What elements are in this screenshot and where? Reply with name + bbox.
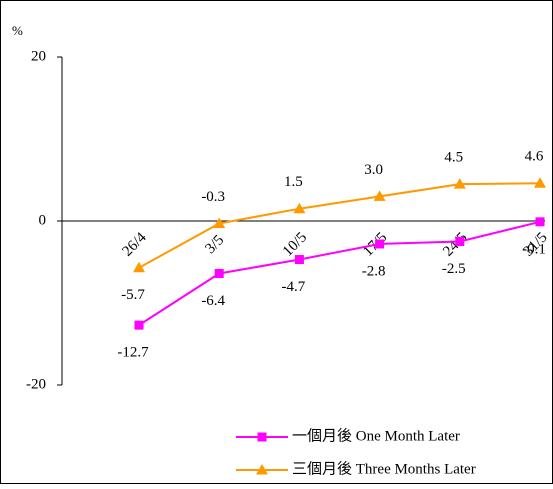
data-label: -12.7 [117,345,149,361]
data-label: -5.7 [121,287,145,303]
data-label: -0.3 [201,189,225,205]
y-tick-label: 0 [39,212,47,228]
data-label: -2.5 [442,261,466,277]
point [294,255,304,265]
point [134,320,144,330]
y-unit: % [12,23,23,38]
legend-label: 三個月後 Three Months Later [292,460,476,477]
point [375,239,385,249]
x-tick-label: 3/5 [202,232,227,257]
legend-marker [256,464,268,475]
point [213,217,226,228]
x-tick-label: 26/4 [120,229,151,260]
y-tick-label: -20 [26,376,46,392]
point [535,217,545,227]
point [534,177,546,188]
point [293,202,306,214]
legend-marker [257,432,267,442]
data-label: 1.5 [284,174,303,190]
data-label: -0.1 [522,241,546,257]
point [455,237,465,246]
data-label: 3.0 [364,162,383,178]
data-label: -6.4 [201,293,225,309]
series-line [138,182,541,269]
point [373,190,386,201]
data-label: -4.7 [282,279,306,295]
data-label: 4.6 [525,149,544,165]
data-label: 4.5 [444,150,463,166]
point [214,268,224,278]
legend-label: 一個月後 One Month Later [292,427,460,444]
point [133,261,145,273]
series-line [138,220,541,326]
y-tick-label: 20 [31,48,46,64]
point [453,178,466,189]
data-label: -2.8 [362,263,386,279]
